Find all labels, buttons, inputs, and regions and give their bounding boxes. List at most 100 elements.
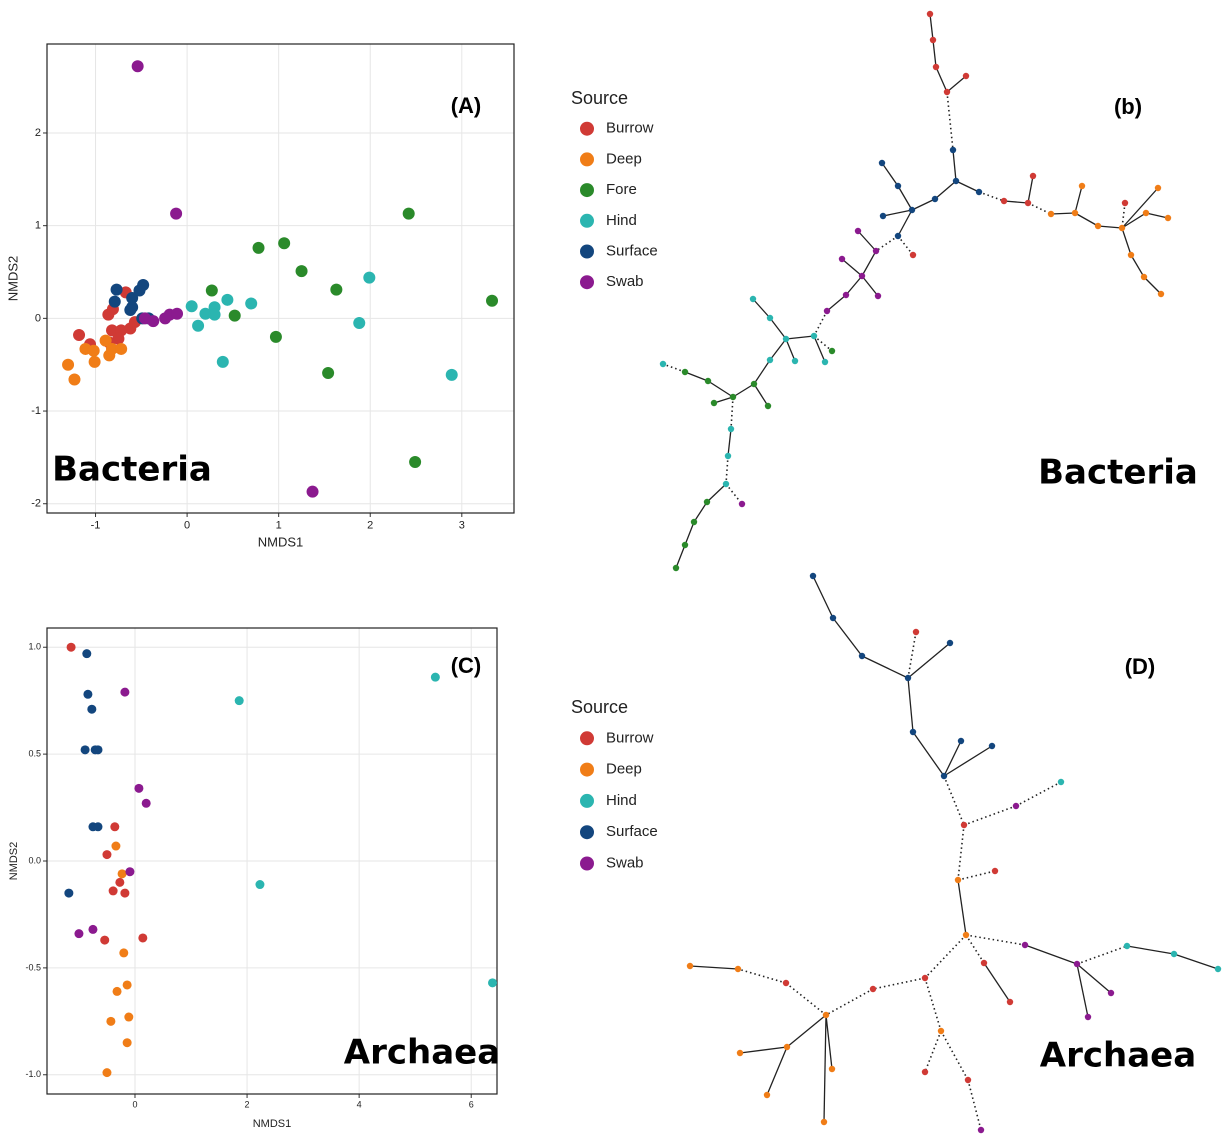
tree-node <box>681 541 689 549</box>
tree-edge <box>706 483 727 503</box>
tree-edge <box>684 521 695 546</box>
tree-node <box>838 255 846 263</box>
point <box>87 704 97 714</box>
point <box>208 308 221 321</box>
tree-edge <box>737 968 787 984</box>
tree-edge <box>881 162 899 187</box>
point <box>306 485 319 498</box>
tree-node <box>872 247 880 255</box>
legend-swatch <box>580 121 594 136</box>
tree-node <box>763 1091 771 1099</box>
legend-label: Deep <box>606 150 642 167</box>
tree-node <box>957 737 965 745</box>
point <box>221 293 234 306</box>
point <box>100 935 110 945</box>
legend-swatch <box>580 825 594 840</box>
point <box>185 300 198 313</box>
tree-edge <box>786 1014 827 1048</box>
point <box>120 888 130 898</box>
tree-node <box>828 347 836 355</box>
legend-swatch <box>580 213 594 228</box>
point <box>170 207 183 220</box>
tree-node <box>1121 199 1129 207</box>
tree-edge <box>952 149 957 182</box>
tree-edge <box>943 745 993 777</box>
point <box>269 330 282 343</box>
tree-node <box>750 380 758 388</box>
tree-node <box>749 295 757 303</box>
tree-edge <box>1121 212 1147 229</box>
point <box>62 358 75 371</box>
legend-label: Swab <box>606 854 644 871</box>
tree-edge <box>978 191 1005 202</box>
tree-node <box>977 1126 985 1134</box>
point <box>112 332 125 345</box>
tree-node <box>1123 942 1131 950</box>
tree-edge <box>946 91 954 151</box>
point <box>252 241 265 254</box>
point <box>115 342 128 355</box>
legend-label: Fore <box>606 181 637 198</box>
point <box>99 334 112 347</box>
tree-edge <box>662 363 686 373</box>
legend-swatch <box>580 183 594 198</box>
tree-node <box>783 1043 791 1051</box>
point <box>120 687 130 697</box>
tree-node <box>858 272 866 280</box>
tree-edge <box>932 39 937 68</box>
point <box>80 745 90 755</box>
tree-edge <box>963 805 1017 826</box>
tree-edge <box>940 1030 969 1081</box>
tree-node <box>894 232 902 240</box>
point <box>93 822 103 832</box>
tree-node <box>823 307 831 315</box>
tree-node <box>686 962 694 970</box>
tree-edge <box>1121 227 1132 256</box>
tree-node <box>659 360 667 368</box>
tree-node <box>943 88 951 96</box>
point <box>216 355 229 368</box>
panel-label: (C) <box>451 653 482 678</box>
tree-node <box>975 188 983 196</box>
tree-node <box>937 1027 945 1035</box>
tree-edge <box>912 731 945 777</box>
point <box>131 60 144 73</box>
point <box>82 649 92 659</box>
tree-edge <box>693 501 708 523</box>
tree-edge <box>924 977 942 1032</box>
x-tick-label: 4 <box>357 1100 362 1110</box>
point <box>330 283 343 296</box>
tree-node <box>908 206 916 214</box>
tree-node <box>1047 210 1055 218</box>
point <box>111 841 121 851</box>
tree-edge <box>713 396 734 404</box>
tree-node <box>929 36 937 44</box>
legend-swatch <box>580 856 594 871</box>
point <box>117 869 127 879</box>
tree-edge <box>955 180 980 193</box>
point <box>124 1012 134 1022</box>
tree-node <box>791 357 799 365</box>
tree-node <box>1024 199 1032 207</box>
point <box>134 783 144 793</box>
panel-label: (A) <box>451 93 482 118</box>
tree-node <box>988 742 996 750</box>
tree-node <box>879 212 887 220</box>
y-tick-label: 1 <box>35 220 41 232</box>
tree-node <box>782 335 790 343</box>
tree-node <box>921 974 929 982</box>
x-tick-label: 0 <box>132 1100 137 1110</box>
tree-edge <box>935 66 948 93</box>
plot-area <box>47 44 514 513</box>
tree-node <box>782 979 790 987</box>
tree-node <box>940 772 948 780</box>
point <box>87 344 100 357</box>
tree-node <box>738 500 746 508</box>
point <box>488 978 498 988</box>
tree-node <box>1012 802 1020 810</box>
point <box>115 877 125 887</box>
tree-node <box>821 358 829 366</box>
legend-swatch <box>580 275 594 290</box>
tree-node <box>869 985 877 993</box>
tree-edge <box>1121 187 1159 229</box>
